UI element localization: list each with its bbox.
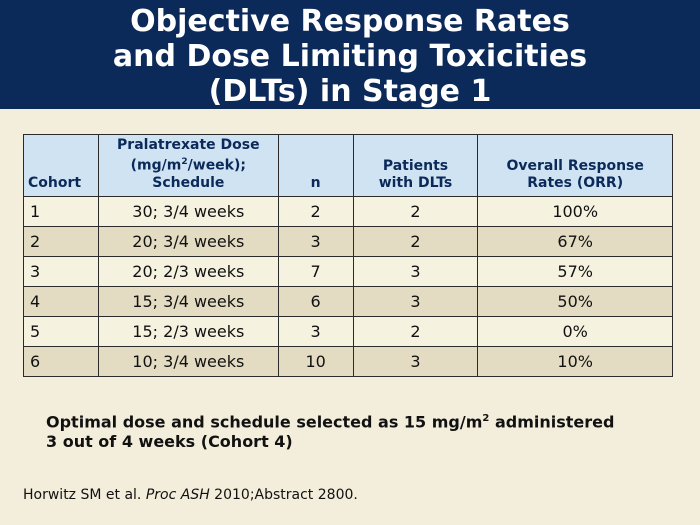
table-row: 6 10; 3/4 weeks 10 3 10% (23, 345, 673, 377)
cell-orr: 100% (477, 195, 673, 227)
table-row: 1 30; 3/4 weeks 2 2 100% (23, 195, 673, 227)
cell-dose: 10; 3/4 weeks (97, 345, 279, 377)
citation-journal: Proc ASH (145, 487, 210, 503)
cell-dlts: 3 (352, 285, 479, 317)
title-line-2: and Dose Limiting Toxicities (112, 39, 588, 74)
cell-dlts: 2 (352, 225, 479, 257)
cell-orr: 50% (477, 285, 673, 317)
cell-dlts: 2 (352, 315, 479, 347)
cell-cohort: 2 (23, 225, 99, 257)
cell-cohort: 3 (23, 255, 99, 287)
cell-n: 3 (277, 315, 354, 347)
cell-cohort: 1 (23, 195, 99, 227)
cell-dose: 15; 3/4 weeks (97, 285, 279, 317)
table-row: 2 20; 3/4 weeks 3 2 67% (23, 225, 673, 257)
table-row: 3 20; 2/3 weeks 7 3 57% (23, 255, 673, 287)
header-n: n (277, 134, 354, 197)
title-line-1: Objective Response Rates (130, 4, 570, 39)
header-dose: Pralatrexate Dose (mg/m2/week); Schedule (97, 134, 279, 197)
cell-dose: 15; 2/3 weeks (97, 315, 279, 347)
cell-dose: 20; 3/4 weeks (97, 225, 279, 257)
cell-n: 10 (277, 345, 354, 377)
header-cohort: Cohort (23, 134, 99, 197)
table-row: 4 15; 3/4 weeks 6 3 50% (23, 285, 673, 317)
title-line-3: (DLTs) in Stage 1 (208, 74, 492, 109)
cell-cohort: 5 (23, 315, 99, 347)
cell-orr: 0% (477, 315, 673, 347)
cell-orr: 10% (477, 345, 673, 377)
header-orr: Overall Response Rates (ORR) (477, 134, 673, 197)
results-table: Cohort Pralatrexate Dose (mg/m2/week); S… (23, 134, 673, 377)
conclusion-text: Optimal dose and schedule selected as 15… (46, 412, 615, 452)
cell-orr: 67% (477, 225, 673, 257)
cell-cohort: 4 (23, 285, 99, 317)
cell-cohort: 6 (23, 345, 99, 377)
table-row: 5 15; 2/3 weeks 3 2 0% (23, 315, 673, 347)
cell-dlts: 3 (352, 345, 479, 377)
cell-n: 2 (277, 195, 354, 227)
cell-n: 7 (277, 255, 354, 287)
cell-n: 6 (277, 285, 354, 317)
table-header-row: Cohort Pralatrexate Dose (mg/m2/week); S… (23, 134, 673, 197)
cell-dlts: 3 (352, 255, 479, 287)
cell-dlts: 2 (352, 195, 479, 227)
cell-orr: 57% (477, 255, 673, 287)
cell-dose: 20; 2/3 weeks (97, 255, 279, 287)
title-banner: Objective Response Rates and Dose Limiti… (0, 0, 700, 109)
citation: Horwitz SM et al. Proc ASH 2010;Abstract… (23, 487, 358, 503)
cell-n: 3 (277, 225, 354, 257)
header-dlts: Patients with DLTs (352, 134, 479, 197)
cell-dose: 30; 3/4 weeks (97, 195, 279, 227)
